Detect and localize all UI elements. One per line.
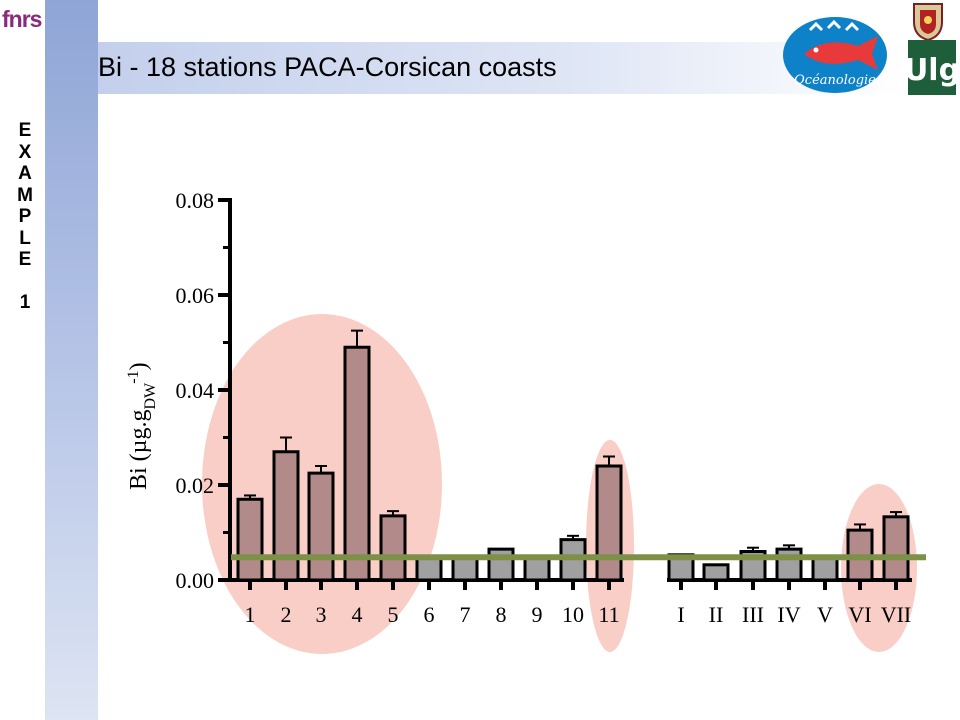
side-bar xyxy=(45,0,98,720)
x-category-label: 3 xyxy=(316,602,327,627)
y-tick-label: 0.06 xyxy=(176,283,215,308)
y-axis-title-sub: DW xyxy=(142,382,159,410)
x-category-label: 8 xyxy=(496,602,507,627)
y-axis-title-close: ) xyxy=(126,362,152,370)
y-axis-title-sup: -1 xyxy=(125,370,142,383)
side-label-letter: A xyxy=(18,163,32,184)
x-category-label: VII xyxy=(881,602,912,627)
side-label-number: 1 xyxy=(19,292,31,313)
fnrs-logo: fnrs xyxy=(2,6,42,32)
y-tick-label: 0.00 xyxy=(176,568,215,593)
bar xyxy=(775,547,803,582)
slide-title: Bi - 18 stations PACA-Corsican coasts xyxy=(98,52,557,82)
x-category-label: 11 xyxy=(598,602,619,627)
x-category-label: VI xyxy=(848,602,871,627)
y-axis-title: Bi (µg.gDW-1) xyxy=(125,362,159,490)
title-band xyxy=(98,42,904,94)
x-category-label: 10 xyxy=(562,602,584,627)
bar xyxy=(236,497,264,582)
side-label-letter: M xyxy=(17,184,33,206)
bar xyxy=(343,345,371,582)
oceanologie-logo-text: Océanologie xyxy=(794,73,876,88)
x-category-label: 6 xyxy=(424,602,435,627)
x-category-label: 5 xyxy=(388,602,399,627)
x-category-label: I xyxy=(677,602,684,627)
x-category-label: 7 xyxy=(460,602,471,627)
side-label-letter: L xyxy=(19,227,31,249)
ulg-logo-text: Ulg xyxy=(904,53,960,88)
y-tick-label: 0.08 xyxy=(176,188,215,213)
x-category-label: 4 xyxy=(352,602,363,627)
ulg-logo: Ulg xyxy=(902,0,960,103)
y-tick-label: 0.02 xyxy=(176,473,215,498)
x-category-label: V xyxy=(817,602,833,627)
x-category-label: III xyxy=(742,602,764,627)
bar xyxy=(487,547,515,582)
y-axis-title-main: Bi (µg.g xyxy=(126,410,152,491)
bar xyxy=(882,515,910,582)
x-category-label: 1 xyxy=(245,602,256,627)
bar xyxy=(307,471,335,582)
bar xyxy=(379,514,407,582)
x-category-label: 9 xyxy=(532,602,543,627)
side-label-letter: E xyxy=(18,120,32,141)
side-label-letter: E xyxy=(18,249,32,270)
y-tick-label: 0.04 xyxy=(176,378,215,403)
bar xyxy=(595,464,623,582)
bar xyxy=(272,450,300,582)
x-category-label: IV xyxy=(777,602,800,627)
bar xyxy=(702,563,730,582)
oceanologie-logo: Océanologie xyxy=(780,14,892,101)
example-side-label: E X A M P L E 1 xyxy=(10,120,40,314)
x-category-label: 2 xyxy=(281,602,292,627)
x-category-label: II xyxy=(709,602,724,627)
side-label-letter: X xyxy=(18,141,32,163)
side-label-letter: P xyxy=(18,206,32,227)
